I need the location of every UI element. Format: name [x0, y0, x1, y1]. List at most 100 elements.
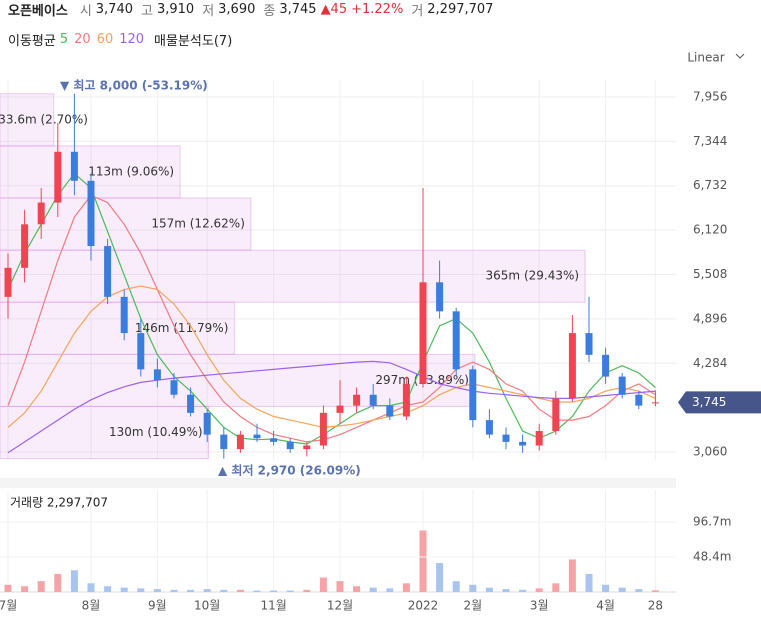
label: 종 — [263, 3, 276, 19]
volume-bar — [303, 589, 311, 592]
candle-body — [353, 394, 361, 406]
candle-body — [170, 380, 178, 395]
candle-body — [635, 394, 643, 406]
candle-body — [87, 180, 95, 247]
volume-bar — [21, 586, 29, 592]
label: 저 — [202, 3, 215, 19]
price-tag-label: 3,745 — [692, 395, 726, 409]
volume-bar — [469, 584, 477, 592]
ma-title[interactable]: 이동평균 — [8, 33, 56, 49]
y-tick-label: 4,896 — [693, 311, 727, 325]
x-tick-label: 4월 — [596, 599, 615, 613]
candle-body — [153, 369, 161, 381]
volume-bar — [552, 583, 560, 592]
candle-body — [70, 151, 78, 181]
candle-body — [419, 282, 427, 384]
dropdown-arrow[interactable] — [735, 53, 745, 59]
profile-band — [0, 249, 586, 303]
candle-body — [303, 445, 311, 450]
value: 3,910 — [156, 1, 195, 17]
volume-bar — [651, 590, 659, 592]
volume-bar — [87, 583, 95, 592]
candle-body — [37, 202, 45, 225]
legend-entry[interactable]: 5 — [59, 31, 69, 47]
volume-title: 거래량 2,297,707 — [10, 496, 108, 510]
value: 3,690 — [218, 1, 256, 17]
change-pct: +1.22% — [351, 1, 404, 17]
x-tick-label: 9월 — [148, 599, 167, 613]
x-tick-label: 10월 — [194, 599, 220, 613]
volume-bar — [485, 587, 493, 592]
ma-line — [7, 172, 656, 445]
profile-toggle[interactable]: 매물분석도(7) — [154, 33, 233, 49]
volume-bar — [104, 586, 112, 592]
candle-body — [436, 282, 444, 312]
stock-name[interactable]: 오픈베이스 — [8, 3, 68, 19]
volume-bar — [336, 581, 344, 592]
scale-mode[interactable]: Linear — [687, 51, 724, 65]
candle-body — [469, 369, 477, 421]
volume-bar — [4, 584, 12, 592]
candle-body — [220, 434, 228, 450]
legend-row: 이동평균 5 20 60 120 매물분석도(7) — [8, 28, 758, 50]
volume-bar — [153, 589, 161, 592]
volume-bar — [54, 573, 62, 592]
volume-bar — [203, 589, 211, 592]
volume-bar — [402, 583, 410, 592]
candle-body — [452, 311, 460, 370]
profile-label: 146m (11.79%) — [135, 321, 229, 335]
volume-bar — [369, 587, 377, 592]
y-tick-label: 96.7m — [693, 515, 731, 529]
ma-line — [7, 285, 656, 429]
candle-body — [535, 430, 543, 446]
x-tick-label: 12월 — [327, 599, 353, 613]
legend-entry[interactable]: 120 — [119, 31, 145, 47]
volume-bar — [535, 588, 543, 592]
candle-body — [236, 434, 244, 450]
profile-label: 113m (9.06%) — [88, 164, 174, 178]
candle-body — [253, 434, 261, 439]
volume-bar — [602, 584, 610, 592]
candle-body — [21, 224, 29, 268]
y-tick-label: 7,344 — [693, 134, 727, 148]
profile-label: 157m (12.62%) — [151, 217, 245, 231]
volume-bar — [253, 590, 261, 592]
volume-bar — [635, 589, 643, 592]
price-tag — [678, 391, 761, 414]
volume-bar — [137, 588, 145, 592]
volume-bar — [187, 589, 195, 592]
candle-body — [203, 412, 211, 435]
x-tick-label: 11월 — [260, 599, 286, 613]
candle-body — [137, 333, 145, 370]
volume-bar — [170, 589, 178, 592]
x-tick-label: 2022 — [408, 599, 439, 613]
volume-bar — [452, 581, 460, 592]
profile-label: 365m (29.43%) — [486, 269, 580, 283]
y-tick-label: 4,284 — [693, 356, 727, 370]
legend-entry[interactable]: 20 — [74, 31, 91, 47]
low-annotation: ▲ 최저 2,970 (26.09%) — [218, 463, 361, 478]
candle-body — [402, 383, 410, 417]
x-tick-label: 8월 — [82, 599, 101, 613]
x-tick-label: 7월 — [0, 599, 17, 613]
y-tick-label: 5,508 — [693, 267, 727, 281]
profile-band — [0, 301, 235, 355]
volume-bar — [37, 581, 45, 592]
volume-bar — [585, 573, 593, 592]
profile-band — [0, 93, 55, 147]
legend-entry[interactable]: 60 — [96, 31, 114, 47]
label: 시 — [79, 3, 92, 19]
candle-body — [552, 398, 560, 431]
volume-bar — [568, 559, 576, 592]
candle-body — [4, 267, 12, 297]
y-tick-label: 6,120 — [693, 223, 727, 237]
y-tick-label: 7,956 — [693, 89, 727, 103]
volume-bar — [120, 587, 128, 592]
volume-bar — [270, 590, 278, 592]
profile-band — [0, 405, 210, 460]
x-tick-label: 28 — [648, 599, 663, 613]
divider — [0, 478, 676, 488]
profile-label: 130m (10.49%) — [109, 425, 203, 439]
